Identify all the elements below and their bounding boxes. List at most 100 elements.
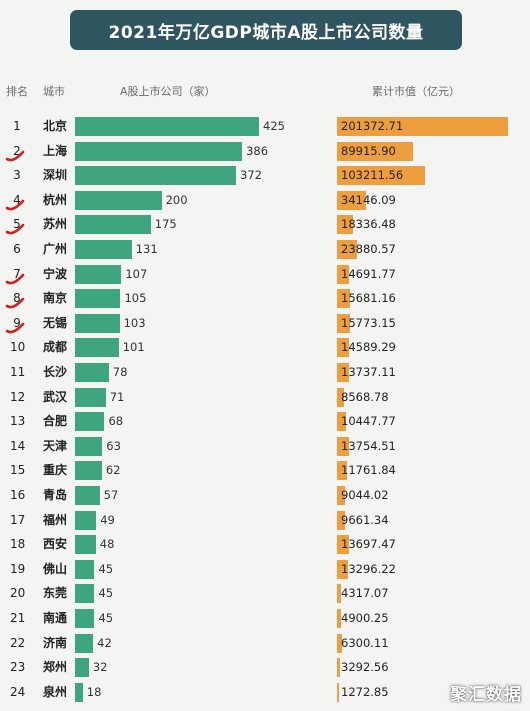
city-label: 合肥 (43, 414, 68, 429)
market-value-label: 23880.57 (341, 242, 396, 256)
rank-label: 15 (10, 463, 26, 478)
market-value-label: 18336.48 (341, 217, 396, 232)
city-label: 福州 (43, 512, 68, 527)
chart-row: 8 南京 105 15681.16 (0, 286, 530, 311)
rank-label: 18 (10, 537, 26, 552)
market-value-label: 34146.09 (341, 192, 396, 207)
companies-value-label: 200 (165, 192, 188, 207)
rank-label: 1 (13, 119, 21, 133)
chart-row: 5 苏州 175 18336.48 (0, 212, 530, 237)
companies-bar (75, 461, 102, 481)
city-label: 青岛 (43, 488, 68, 502)
companies-bar (75, 240, 132, 259)
companies-bar (75, 190, 162, 210)
chart-row: 7 宁波 107 14691.77 (0, 262, 530, 287)
city-label: 南京 (43, 291, 68, 306)
companies-value-label: 103 (123, 315, 146, 330)
companies-bar (75, 436, 103, 456)
chart-row: 19 佛山 45 13296.22 (0, 557, 530, 582)
market-value-bar (337, 166, 425, 186)
city-label: 北京 (43, 119, 68, 133)
rank-column-header: 排名 (6, 85, 28, 98)
rank-label: 12 (10, 389, 26, 404)
companies-bar (75, 141, 243, 161)
rank-label: 20 (10, 586, 26, 601)
market-value-label: 10447.77 (341, 414, 396, 429)
companies-bar (75, 166, 237, 186)
rank-label: 16 (10, 488, 26, 502)
companies-value-label: 42 (97, 635, 112, 650)
rank-label: 3 (13, 168, 21, 183)
companies-value-label: 49 (100, 512, 115, 527)
companies-value-label: 45 (98, 611, 114, 625)
companies-bar (75, 289, 121, 309)
companies-bar (75, 510, 97, 530)
market-value-bar (337, 535, 349, 555)
rank-label: 7 (13, 266, 21, 281)
market-value-bar (337, 289, 351, 309)
companies-value-label: 105 (124, 291, 147, 306)
market-value-label: 9044.02 (341, 488, 389, 502)
companies-value-label: 45 (98, 561, 114, 576)
companies-value-label: 71 (109, 389, 125, 404)
companies-value-label: 62 (105, 463, 121, 478)
companies-bar (75, 682, 83, 702)
rank-label: 2 (13, 143, 21, 158)
market-value-label: 14589.29 (341, 340, 396, 355)
market-value-bar (337, 190, 366, 210)
companies-value-label: 386 (246, 143, 269, 158)
market-value-label: 13737.11 (341, 365, 396, 379)
market-value-label: 1272.85 (341, 684, 389, 699)
companies-bar (75, 412, 105, 432)
city-label: 深圳 (43, 168, 68, 183)
companies-value-label: 175 (154, 217, 177, 232)
market-value-bar (337, 412, 346, 432)
market-value-bar (337, 141, 414, 161)
market-value-label: 15773.15 (341, 315, 396, 330)
companies-value-label: 131 (135, 242, 158, 256)
city-label: 南通 (43, 611, 68, 625)
city-label: 长沙 (43, 365, 68, 379)
companies-value-label: 107 (125, 266, 148, 281)
companies-bar (75, 658, 89, 678)
city-label: 宁波 (43, 266, 68, 281)
market-value-label: 9661.34 (341, 512, 389, 527)
market-value-label: 3292.56 (341, 660, 389, 675)
city-label: 郑州 (43, 660, 68, 675)
rank-label: 13 (10, 414, 26, 429)
city-label: 广州 (43, 242, 68, 256)
companies-bar (75, 633, 94, 653)
market-value-label: 6300.11 (341, 635, 389, 650)
rank-label: 11 (10, 365, 26, 379)
market-value-bar (337, 363, 349, 382)
market-value-label: 201372.71 (341, 119, 404, 133)
companies-value-label: 32 (92, 660, 108, 675)
market-value-bar (337, 461, 347, 481)
city-label: 佛山 (43, 561, 68, 576)
chart-row: 2 上海 386 89915.90 (0, 139, 530, 164)
market-value-label: 4900.25 (341, 611, 389, 625)
market-value-bar (337, 338, 350, 358)
market-value-label: 4317.07 (341, 586, 389, 601)
chart-row: 6 广州 131 23880.57 (0, 237, 530, 262)
rank-label: 14 (10, 438, 26, 453)
chart-row: 12 武汉 71 8568.78 (0, 385, 530, 410)
city-label: 无锡 (43, 315, 68, 330)
market-value-bar (337, 682, 339, 702)
market-value-label: 13697.47 (341, 537, 396, 552)
market-value-label: 13296.22 (341, 561, 396, 576)
rank-label: 17 (10, 512, 26, 527)
market-value-label: 8568.78 (341, 389, 389, 404)
companies-value-label: 372 (240, 168, 262, 183)
chart-row: 13 合肥 68 10447.77 (0, 409, 530, 434)
city-label: 苏州 (43, 217, 68, 232)
companies-value-label: 57 (103, 488, 119, 502)
rank-label: 10 (10, 340, 26, 355)
market-value-bar (337, 215, 353, 235)
rank-label: 9 (13, 315, 21, 330)
market-value-label: 89915.90 (341, 143, 396, 158)
rank-label: 5 (13, 217, 21, 232)
companies-bar (75, 559, 95, 579)
market-value-bar (337, 510, 346, 530)
companies-bar (75, 535, 96, 555)
